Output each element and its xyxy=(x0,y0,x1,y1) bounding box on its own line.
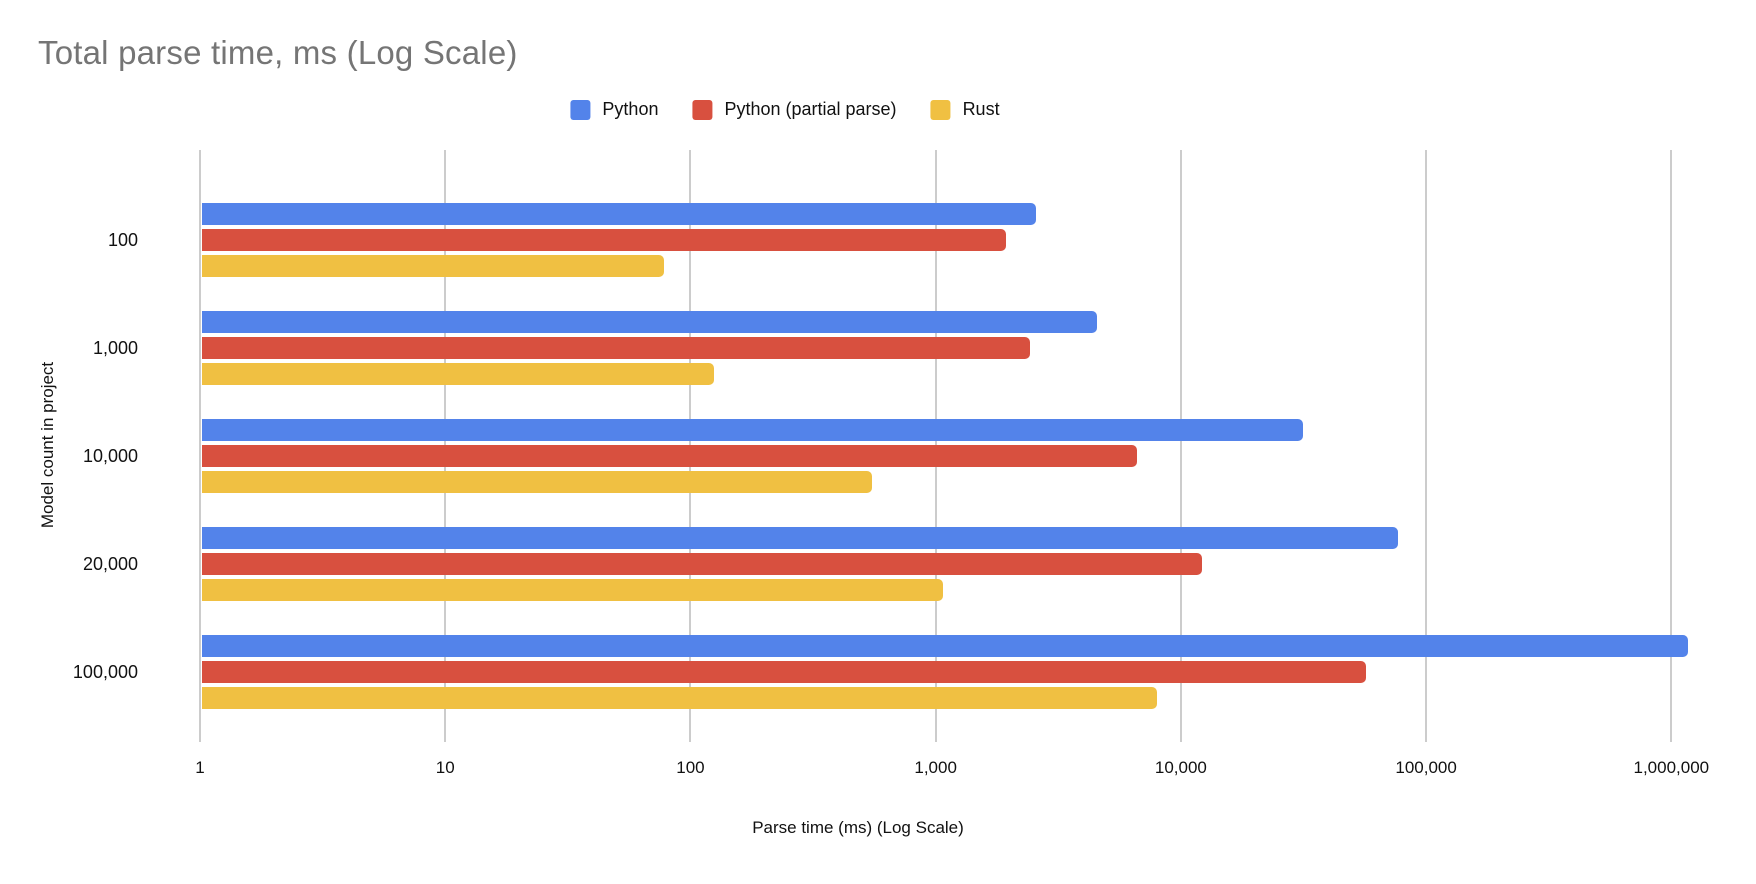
bar-python-20-000[interactable] xyxy=(202,527,1399,549)
bar-python-partial-parse-1-000[interactable] xyxy=(202,337,1031,359)
legend-label: Rust xyxy=(962,99,1000,119)
bar-python-partial-parse-100-000[interactable] xyxy=(202,661,1367,683)
chart-title: Total parse time, ms (Log Scale) xyxy=(38,34,518,71)
x-tick-label: 1 xyxy=(195,758,205,777)
x-axis-ticks: 1 10 100 1,000 10,000 100,000 1,000,000 xyxy=(195,758,1740,782)
bar-python-100[interactable] xyxy=(202,203,1037,225)
x-tick-label: 100 xyxy=(676,758,705,777)
x-tick-label: 10 xyxy=(435,758,455,777)
x-tick-label: 1,000,000 xyxy=(1633,758,1710,777)
legend-swatch-rust xyxy=(930,99,951,120)
legend-swatch-python xyxy=(570,99,591,120)
legend-label: Python xyxy=(602,99,659,119)
legend-item-python-partial-parse[interactable]: Python (partial parse) xyxy=(692,99,897,120)
x-tick-label: 1,000 xyxy=(914,758,957,777)
category-label-1-000: 1,000 xyxy=(92,338,138,358)
y-axis-title: Model count in project xyxy=(38,361,57,529)
legend: Python Python (partial parse) Rust xyxy=(570,99,1000,120)
category-label-100: 100 xyxy=(107,230,138,250)
legend-item-python[interactable]: Python xyxy=(570,99,658,120)
bar-rust-100[interactable] xyxy=(202,255,664,277)
bar-rust-20-000[interactable] xyxy=(202,579,943,601)
bar-python-100-000[interactable] xyxy=(202,635,1689,657)
legend-label: Python (partial parse) xyxy=(724,99,897,119)
bar-python-10-000[interactable] xyxy=(202,419,1304,441)
legend-swatch-python-partial-parse xyxy=(692,99,713,120)
legend-item-rust[interactable]: Rust xyxy=(930,99,1000,120)
x-axis-title: Parse time (ms) (Log Scale) xyxy=(752,818,964,837)
category-label-20-000: 20,000 xyxy=(82,554,138,574)
x-tick-label: 100,000 xyxy=(1395,758,1457,777)
bar-rust-10-000[interactable] xyxy=(202,471,872,493)
gridline xyxy=(1179,150,1182,742)
plot-area xyxy=(199,150,1740,742)
bar-python-partial-parse-20-000[interactable] xyxy=(202,553,1203,575)
category-label-100-000: 100,000 xyxy=(72,662,138,682)
bar-rust-1-000[interactable] xyxy=(202,363,715,385)
y-category-labels: 100 1,000 10,000 20,000 100,000 xyxy=(0,150,170,742)
category-label-10-000: 10,000 xyxy=(82,446,138,466)
bar-python-partial-parse-10-000[interactable] xyxy=(202,445,1137,467)
gridline xyxy=(1425,150,1428,742)
bar-python-partial-parse-100[interactable] xyxy=(202,229,1007,251)
bar-rust-100-000[interactable] xyxy=(202,687,1158,709)
x-tick-label: 10,000 xyxy=(1154,758,1207,777)
bar-python-1-000[interactable] xyxy=(202,311,1098,333)
gridline xyxy=(1670,150,1673,742)
y-axis-line xyxy=(199,150,201,742)
